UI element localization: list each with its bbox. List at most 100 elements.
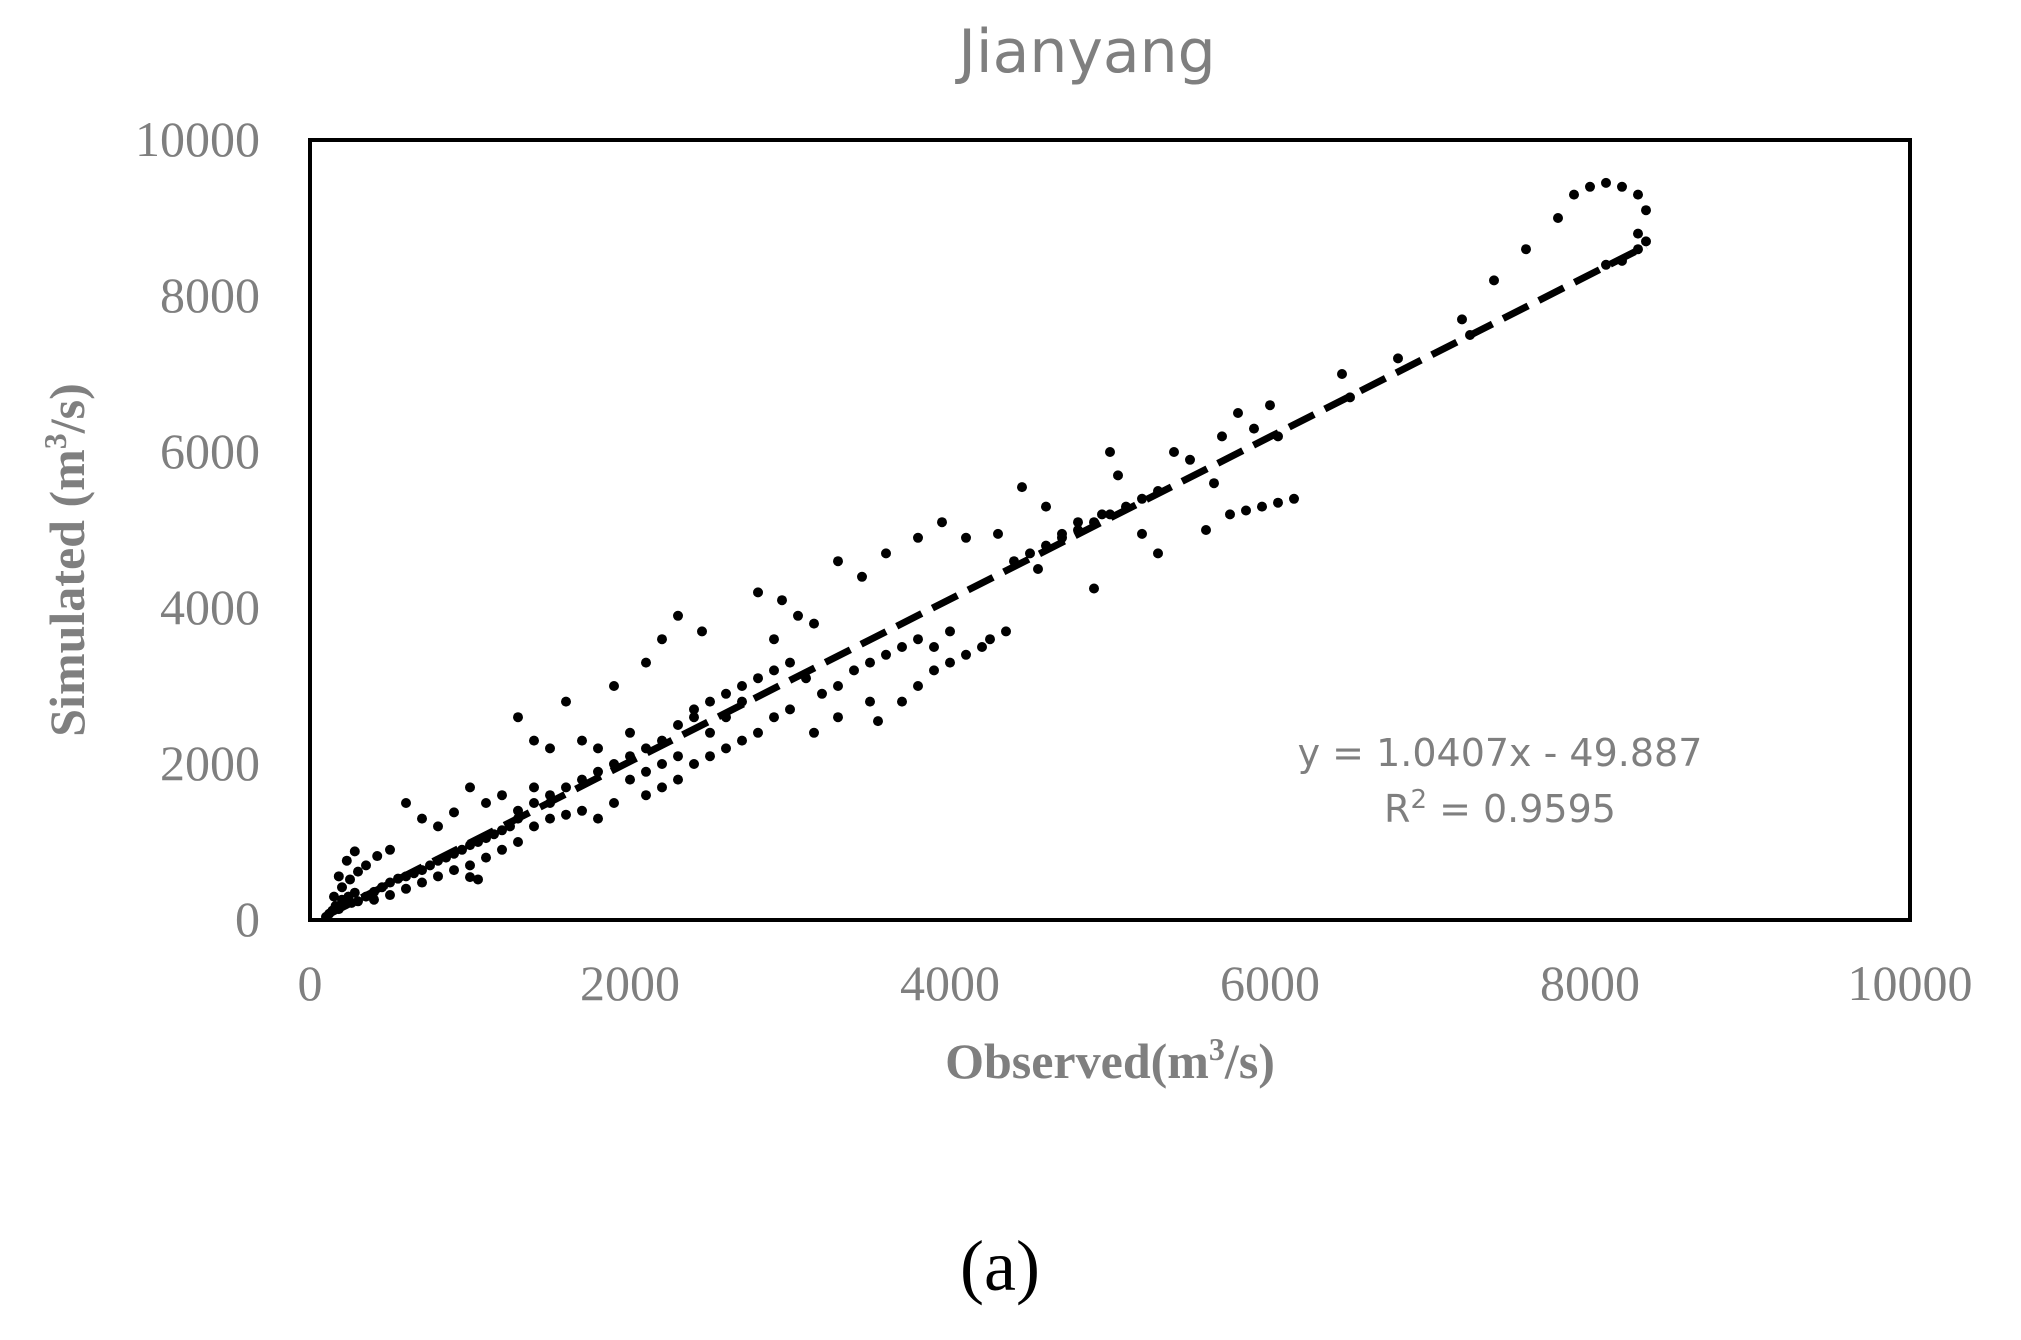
data-point — [401, 798, 411, 808]
data-point — [1233, 408, 1243, 418]
data-point — [433, 871, 443, 882]
data-point — [465, 782, 475, 793]
x-tick-label: 4000 — [900, 955, 1000, 1011]
data-point — [1633, 228, 1643, 239]
data-point — [333, 871, 344, 882]
data-point — [1633, 189, 1643, 200]
data-point — [577, 805, 587, 816]
y-tick-label: 0 — [235, 891, 260, 947]
data-point — [857, 571, 867, 582]
data-point — [481, 852, 491, 863]
data-point — [673, 610, 683, 621]
x-tick-label: 10000 — [1848, 955, 1973, 1011]
trendline — [324, 242, 1648, 919]
data-point — [1073, 517, 1083, 528]
data-point — [593, 813, 603, 824]
y-axis-label-sup: 3 — [37, 433, 73, 449]
data-point — [545, 813, 555, 824]
x-axis-label-base: Observed(m — [945, 1033, 1209, 1089]
data-point — [1153, 548, 1163, 559]
data-point — [349, 887, 360, 898]
data-point — [689, 704, 699, 715]
data-point — [465, 872, 475, 883]
data-point — [897, 642, 907, 652]
data-point — [705, 696, 715, 707]
data-point — [545, 743, 555, 754]
data-point — [1169, 447, 1179, 457]
data-point — [1393, 353, 1403, 364]
data-point — [1601, 177, 1611, 188]
data-point — [753, 673, 763, 684]
data-point — [1617, 181, 1627, 192]
data-point — [937, 517, 947, 528]
data-point — [793, 610, 803, 621]
data-point — [1641, 205, 1651, 216]
r2-label: R2 = 0.9595 — [1384, 785, 1616, 831]
data-point — [809, 618, 819, 629]
data-point — [529, 735, 539, 746]
data-point — [961, 532, 971, 543]
y-tick-label: 4000 — [160, 579, 260, 635]
data-point — [353, 896, 363, 907]
data-point — [609, 798, 619, 808]
panel-label: (a) — [960, 1226, 1040, 1306]
data-point — [1633, 244, 1643, 255]
r2-sup: 2 — [1410, 785, 1427, 815]
data-point — [785, 657, 795, 668]
data-point — [513, 837, 523, 847]
data-point — [593, 766, 603, 777]
data-point — [341, 855, 352, 866]
y-tick-label: 10000 — [135, 111, 260, 167]
data-point — [985, 634, 995, 645]
y-axis-label: Simulated (m3/s) — [37, 383, 95, 737]
data-point — [1185, 454, 1195, 465]
data-point — [1337, 369, 1347, 379]
data-point — [865, 657, 875, 668]
data-point — [913, 532, 923, 543]
data-point — [961, 649, 971, 660]
data-point — [657, 634, 667, 645]
data-point — [945, 657, 955, 668]
data-point — [1201, 525, 1211, 535]
data-point — [1601, 259, 1611, 270]
data-point — [873, 716, 883, 727]
data-point — [689, 712, 699, 723]
data-point — [817, 688, 827, 699]
data-point — [1265, 400, 1275, 411]
y-tick-label: 8000 — [160, 267, 260, 323]
data-point — [833, 681, 843, 691]
data-point — [641, 657, 651, 668]
data-point — [1585, 181, 1595, 192]
data-point — [833, 556, 843, 567]
data-point — [737, 735, 747, 746]
data-point — [881, 548, 891, 559]
data-point — [1001, 626, 1011, 637]
data-point — [657, 782, 667, 793]
data-point — [1137, 493, 1147, 504]
data-point — [401, 883, 411, 894]
data-point — [345, 874, 355, 885]
data-point — [865, 696, 875, 707]
data-point — [1041, 501, 1051, 512]
data-point — [929, 665, 939, 676]
data-point — [721, 688, 731, 699]
data-point — [753, 587, 763, 598]
data-point — [561, 782, 571, 793]
data-point — [769, 634, 779, 645]
data-point — [1273, 497, 1283, 508]
data-point — [561, 696, 571, 707]
data-point — [425, 860, 435, 871]
data-point — [1033, 564, 1043, 574]
data-point — [697, 626, 707, 637]
data-point — [1569, 189, 1579, 200]
data-point — [641, 766, 651, 777]
data-point — [777, 595, 787, 606]
data-point — [641, 790, 651, 801]
data-point — [1025, 548, 1035, 559]
data-point — [809, 727, 819, 738]
data-point — [609, 681, 619, 691]
y-tick-labels: 0 2000 4000 6000 8000 10000 — [135, 111, 260, 947]
data-point — [913, 634, 923, 645]
y-axis-label-base: Simulated (m — [39, 449, 95, 737]
